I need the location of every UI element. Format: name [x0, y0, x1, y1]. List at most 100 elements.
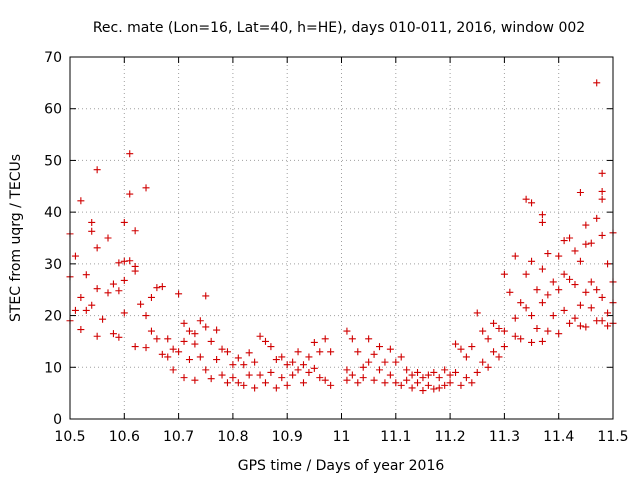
- data-point: [191, 376, 199, 384]
- data-point: [386, 371, 394, 379]
- data-point: [120, 276, 128, 284]
- data-point: [365, 335, 373, 343]
- data-point: [305, 368, 313, 376]
- data-point: [251, 384, 259, 392]
- data-point: [582, 221, 590, 229]
- data-point: [202, 366, 210, 374]
- data-point: [354, 348, 362, 356]
- y-tick-label: 60: [44, 102, 62, 118]
- data-point: [223, 348, 231, 356]
- x-tick-label: 10.7: [163, 429, 194, 445]
- x-tick-label: 11.5: [597, 429, 628, 445]
- data-point: [500, 343, 508, 351]
- data-point: [566, 234, 574, 242]
- data-point: [495, 325, 503, 332]
- data-point: [587, 239, 595, 247]
- data-point: [234, 354, 242, 362]
- data-point: [256, 371, 264, 379]
- data-point: [283, 381, 291, 389]
- data-point: [430, 368, 438, 376]
- data-point: [397, 353, 405, 361]
- data-point: [175, 348, 183, 356]
- data-point: [414, 368, 422, 376]
- data-point: [213, 326, 221, 334]
- y-tick-label: 0: [53, 412, 62, 428]
- data-point: [191, 340, 199, 348]
- data-point: [120, 218, 128, 226]
- data-point: [424, 371, 432, 379]
- data-point: [131, 267, 139, 275]
- data-point: [419, 387, 427, 395]
- data-point: [147, 327, 155, 335]
- x-tick-label: 11.3: [489, 429, 520, 445]
- data-point: [479, 358, 487, 366]
- data-point: [126, 257, 134, 265]
- data-point: [180, 374, 188, 382]
- data-point: [560, 237, 568, 245]
- data-point: [229, 361, 237, 369]
- data-point: [283, 361, 291, 369]
- data-point: [131, 227, 139, 235]
- data-point: [397, 381, 405, 389]
- data-point: [240, 361, 248, 369]
- data-point: [566, 319, 574, 327]
- data-point: [376, 366, 384, 374]
- data-point: [538, 218, 546, 226]
- data-point: [365, 358, 373, 366]
- data-point: [430, 385, 438, 393]
- data-point: [267, 343, 275, 351]
- data-point: [576, 322, 584, 330]
- data-point: [533, 325, 541, 332]
- y-tick-label: 70: [44, 50, 62, 66]
- data-point: [354, 379, 362, 387]
- x-tick-label: 11: [333, 429, 351, 445]
- data-point: [457, 345, 465, 353]
- data-point: [370, 376, 378, 384]
- data-point: [207, 337, 215, 345]
- data-point: [169, 345, 177, 353]
- data-point: [180, 337, 188, 345]
- x-tick-label: 10.6: [109, 429, 140, 445]
- data-point: [294, 348, 302, 356]
- data-point: [245, 371, 253, 379]
- data-point: [598, 195, 606, 203]
- data-point: [126, 190, 134, 198]
- data-point: [544, 327, 552, 335]
- data-point: [104, 289, 112, 297]
- x-axis-label: GPS time / Days of year 2016: [238, 458, 445, 474]
- data-point: [571, 281, 579, 289]
- data-point: [93, 285, 101, 293]
- data-point: [598, 231, 606, 239]
- data-point: [511, 314, 519, 322]
- data-point: [452, 340, 460, 348]
- data-point: [511, 332, 519, 340]
- data-point: [261, 379, 269, 387]
- data-point: [104, 234, 112, 242]
- data-point: [441, 366, 449, 374]
- data-point: [376, 343, 384, 351]
- data-point: [517, 335, 525, 343]
- data-point: [593, 79, 601, 87]
- data-point: [93, 166, 101, 174]
- data-point: [560, 270, 568, 278]
- data-point: [213, 356, 221, 364]
- data-point: [392, 358, 400, 366]
- data-point: [403, 366, 411, 374]
- data-point: [343, 327, 351, 335]
- data-point: [576, 188, 584, 196]
- data-point: [446, 371, 454, 379]
- y-tick-label: 50: [44, 153, 62, 169]
- data-point: [571, 247, 579, 255]
- data-point: [549, 312, 557, 320]
- data-point: [261, 337, 269, 345]
- data-point: [544, 250, 552, 258]
- data-point: [142, 184, 150, 192]
- data-point: [169, 366, 177, 374]
- plot-frame: [69, 56, 614, 420]
- x-tick-label: 11.1: [380, 429, 411, 445]
- data-point: [191, 330, 199, 338]
- data-point: [175, 290, 183, 298]
- data-point: [517, 299, 525, 307]
- data-point: [414, 379, 422, 387]
